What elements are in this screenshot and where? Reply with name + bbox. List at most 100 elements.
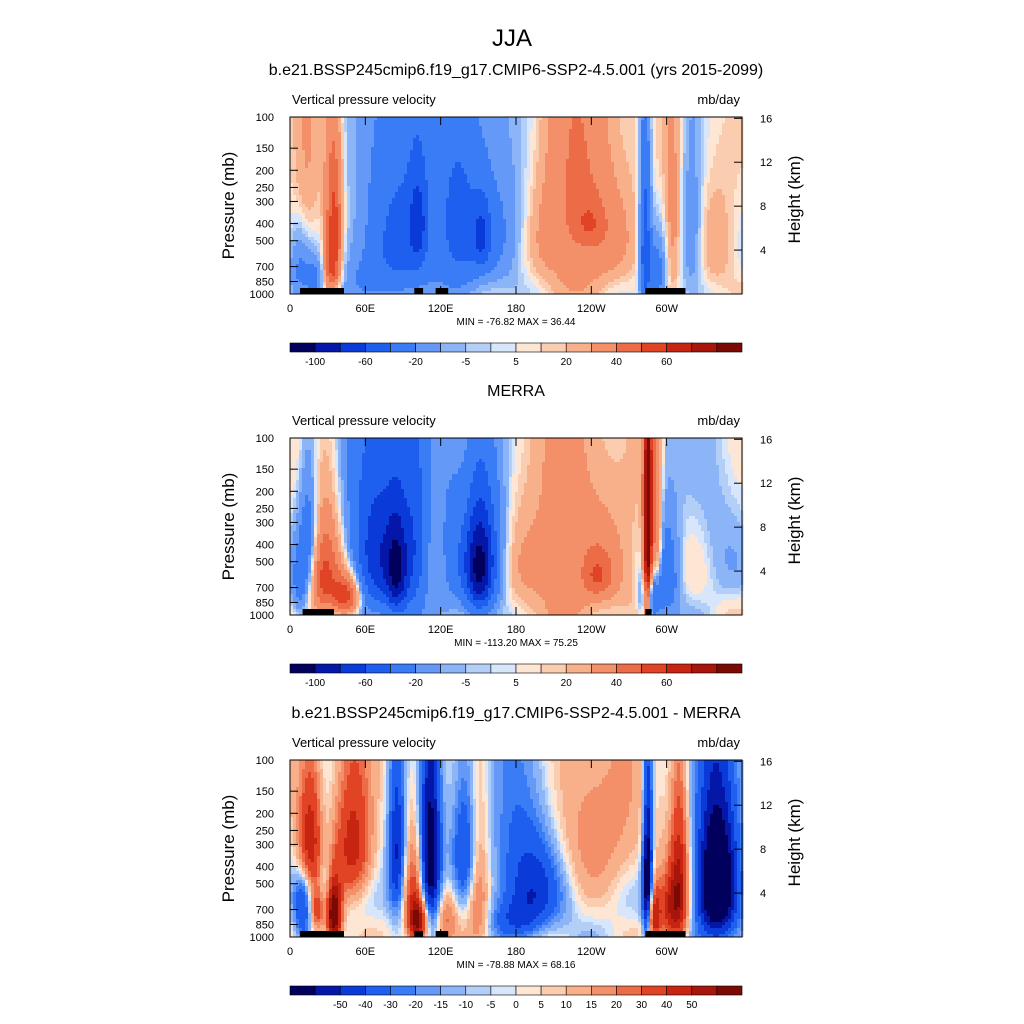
colorbar-box <box>616 985 642 996</box>
pressure-tick-label: 500 <box>256 879 274 891</box>
colorbar-label: 60 <box>661 357 673 368</box>
x-tick-label: 180 <box>507 946 525 958</box>
colorbar-box <box>641 663 667 674</box>
colorbar-label: -50 <box>333 1000 348 1011</box>
pressure-tick-label: 200 <box>256 486 274 498</box>
pressure-tick-label: 1000 <box>250 289 274 301</box>
colorbar-box <box>415 985 441 996</box>
colorbar-label: -20 <box>408 678 423 689</box>
field-cells <box>290 438 744 616</box>
colorbar-label: 0 <box>513 1000 519 1011</box>
colorbar-box <box>691 985 718 996</box>
y-axis-title: Pressure (mb) <box>219 152 238 260</box>
x-tick-label: 180 <box>507 303 525 315</box>
pressure-tick-label: 250 <box>256 182 274 194</box>
x-tick-label: 0 <box>287 624 293 636</box>
height-tick-label: 4 <box>760 245 766 257</box>
colorbar-box <box>465 342 492 353</box>
colorbar-box <box>565 985 592 996</box>
pressure-tick-label: 1000 <box>250 610 274 622</box>
colorbar-label: -5 <box>486 1000 495 1011</box>
min-max-stats: MIN = -78.88 MAX = 68.16 <box>457 960 576 971</box>
pressure-tick-label: 700 <box>256 905 274 917</box>
pressure-tick-label: 500 <box>256 557 274 569</box>
colorbar: -100 -60 -20 -5 5 20 40 60 <box>289 342 743 368</box>
colorbar-box <box>390 985 416 996</box>
colorbar: -100 -60 -20 -5 5 20 40 60 <box>289 663 743 689</box>
colorbar-box <box>490 342 517 353</box>
colorbar-box <box>390 663 416 674</box>
variable-label: Vertical pressure velocity <box>292 735 436 750</box>
x-tick-label: 60E <box>356 624 376 636</box>
colorbar-box <box>691 342 718 353</box>
colorbar-label: 5 <box>513 357 519 368</box>
x-tick-label: 120W <box>577 946 606 958</box>
colorbar-box <box>465 663 492 674</box>
variable-label: Vertical pressure velocity <box>292 92 436 107</box>
x-tick-label: 60W <box>655 624 678 636</box>
colorbar-box <box>666 663 693 674</box>
colorbar-box <box>716 985 743 996</box>
panel-1: b.e21.BSSP245cmip6.f19_g17.CMIP6-SSP2-4.… <box>219 62 804 368</box>
pressure-tick-label: 300 <box>256 839 274 851</box>
height-tick-label: 4 <box>760 888 766 900</box>
height-tick-label: 12 <box>760 157 772 169</box>
colorbar-box <box>591 985 617 996</box>
colorbar-label: -60 <box>358 357 373 368</box>
colorbar-box <box>641 342 667 353</box>
height-tick-label: 4 <box>760 566 766 578</box>
colorbar-label: -40 <box>358 1000 373 1011</box>
height-tick-label: 8 <box>760 522 766 534</box>
land-block <box>435 931 449 937</box>
colorbar-box <box>616 663 642 674</box>
height-tick-label: 8 <box>760 201 766 213</box>
pressure-tick-label: 850 <box>256 277 274 289</box>
units-label: mb/day <box>697 92 740 107</box>
colorbar-box <box>716 342 743 353</box>
y2-axis-title: Height (km) <box>785 799 804 887</box>
x-tick-label: 120E <box>428 303 454 315</box>
field-cells <box>290 117 744 295</box>
y2-axis-title: Height (km) <box>785 477 804 565</box>
panels: b.e21.BSSP245cmip6.f19_g17.CMIP6-SSP2-4.… <box>219 62 804 1011</box>
colorbar-box <box>515 985 542 996</box>
land-block <box>414 288 424 294</box>
min-max-stats: MIN = -76.82 MAX = 36.44 <box>457 317 576 328</box>
pressure-tick-label: 400 <box>256 219 274 231</box>
colorbar-label: 5 <box>513 678 519 689</box>
colorbar-box <box>540 985 567 996</box>
panel-3: b.e21.BSSP245cmip6.f19_g17.CMIP6-SSP2-4.… <box>219 705 804 1011</box>
colorbar-box <box>440 985 467 996</box>
pressure-tick-label: 850 <box>256 598 274 610</box>
colorbar-box <box>390 342 416 353</box>
colorbar-box <box>415 342 441 353</box>
height-tick-label: 12 <box>760 800 772 812</box>
colorbar-box <box>691 663 718 674</box>
x-tick-label: 120W <box>577 624 606 636</box>
x-tick-label: 120E <box>428 946 454 958</box>
season-title: JJA <box>492 25 532 52</box>
colorbar-box <box>666 342 693 353</box>
y-axis-title: Pressure (mb) <box>219 795 238 903</box>
colorbar-box <box>415 663 441 674</box>
x-tick-label: 60E <box>356 303 376 315</box>
y2-axis-title: Height (km) <box>785 156 804 244</box>
pressure-tick-label: 500 <box>256 236 274 248</box>
colorbar-label: -100 <box>305 678 325 689</box>
colorbar-box <box>490 663 517 674</box>
colorbar-label: -5 <box>461 357 470 368</box>
land-block <box>300 931 344 937</box>
colorbar-label: 10 <box>561 1000 573 1011</box>
land-block <box>414 931 424 937</box>
pressure-tick-label: 250 <box>256 825 274 837</box>
colorbar-box <box>289 663 316 674</box>
x-tick-label: 60W <box>655 946 678 958</box>
colorbar-label: 20 <box>611 1000 623 1011</box>
colorbar-label: -20 <box>408 357 423 368</box>
colorbar-label: 50 <box>686 1000 698 1011</box>
colorbar-box <box>365 342 391 353</box>
land-block <box>300 288 344 294</box>
colorbar-label: 30 <box>636 1000 648 1011</box>
colorbar-label: 15 <box>586 1000 598 1011</box>
colorbar-label: 5 <box>538 1000 544 1011</box>
